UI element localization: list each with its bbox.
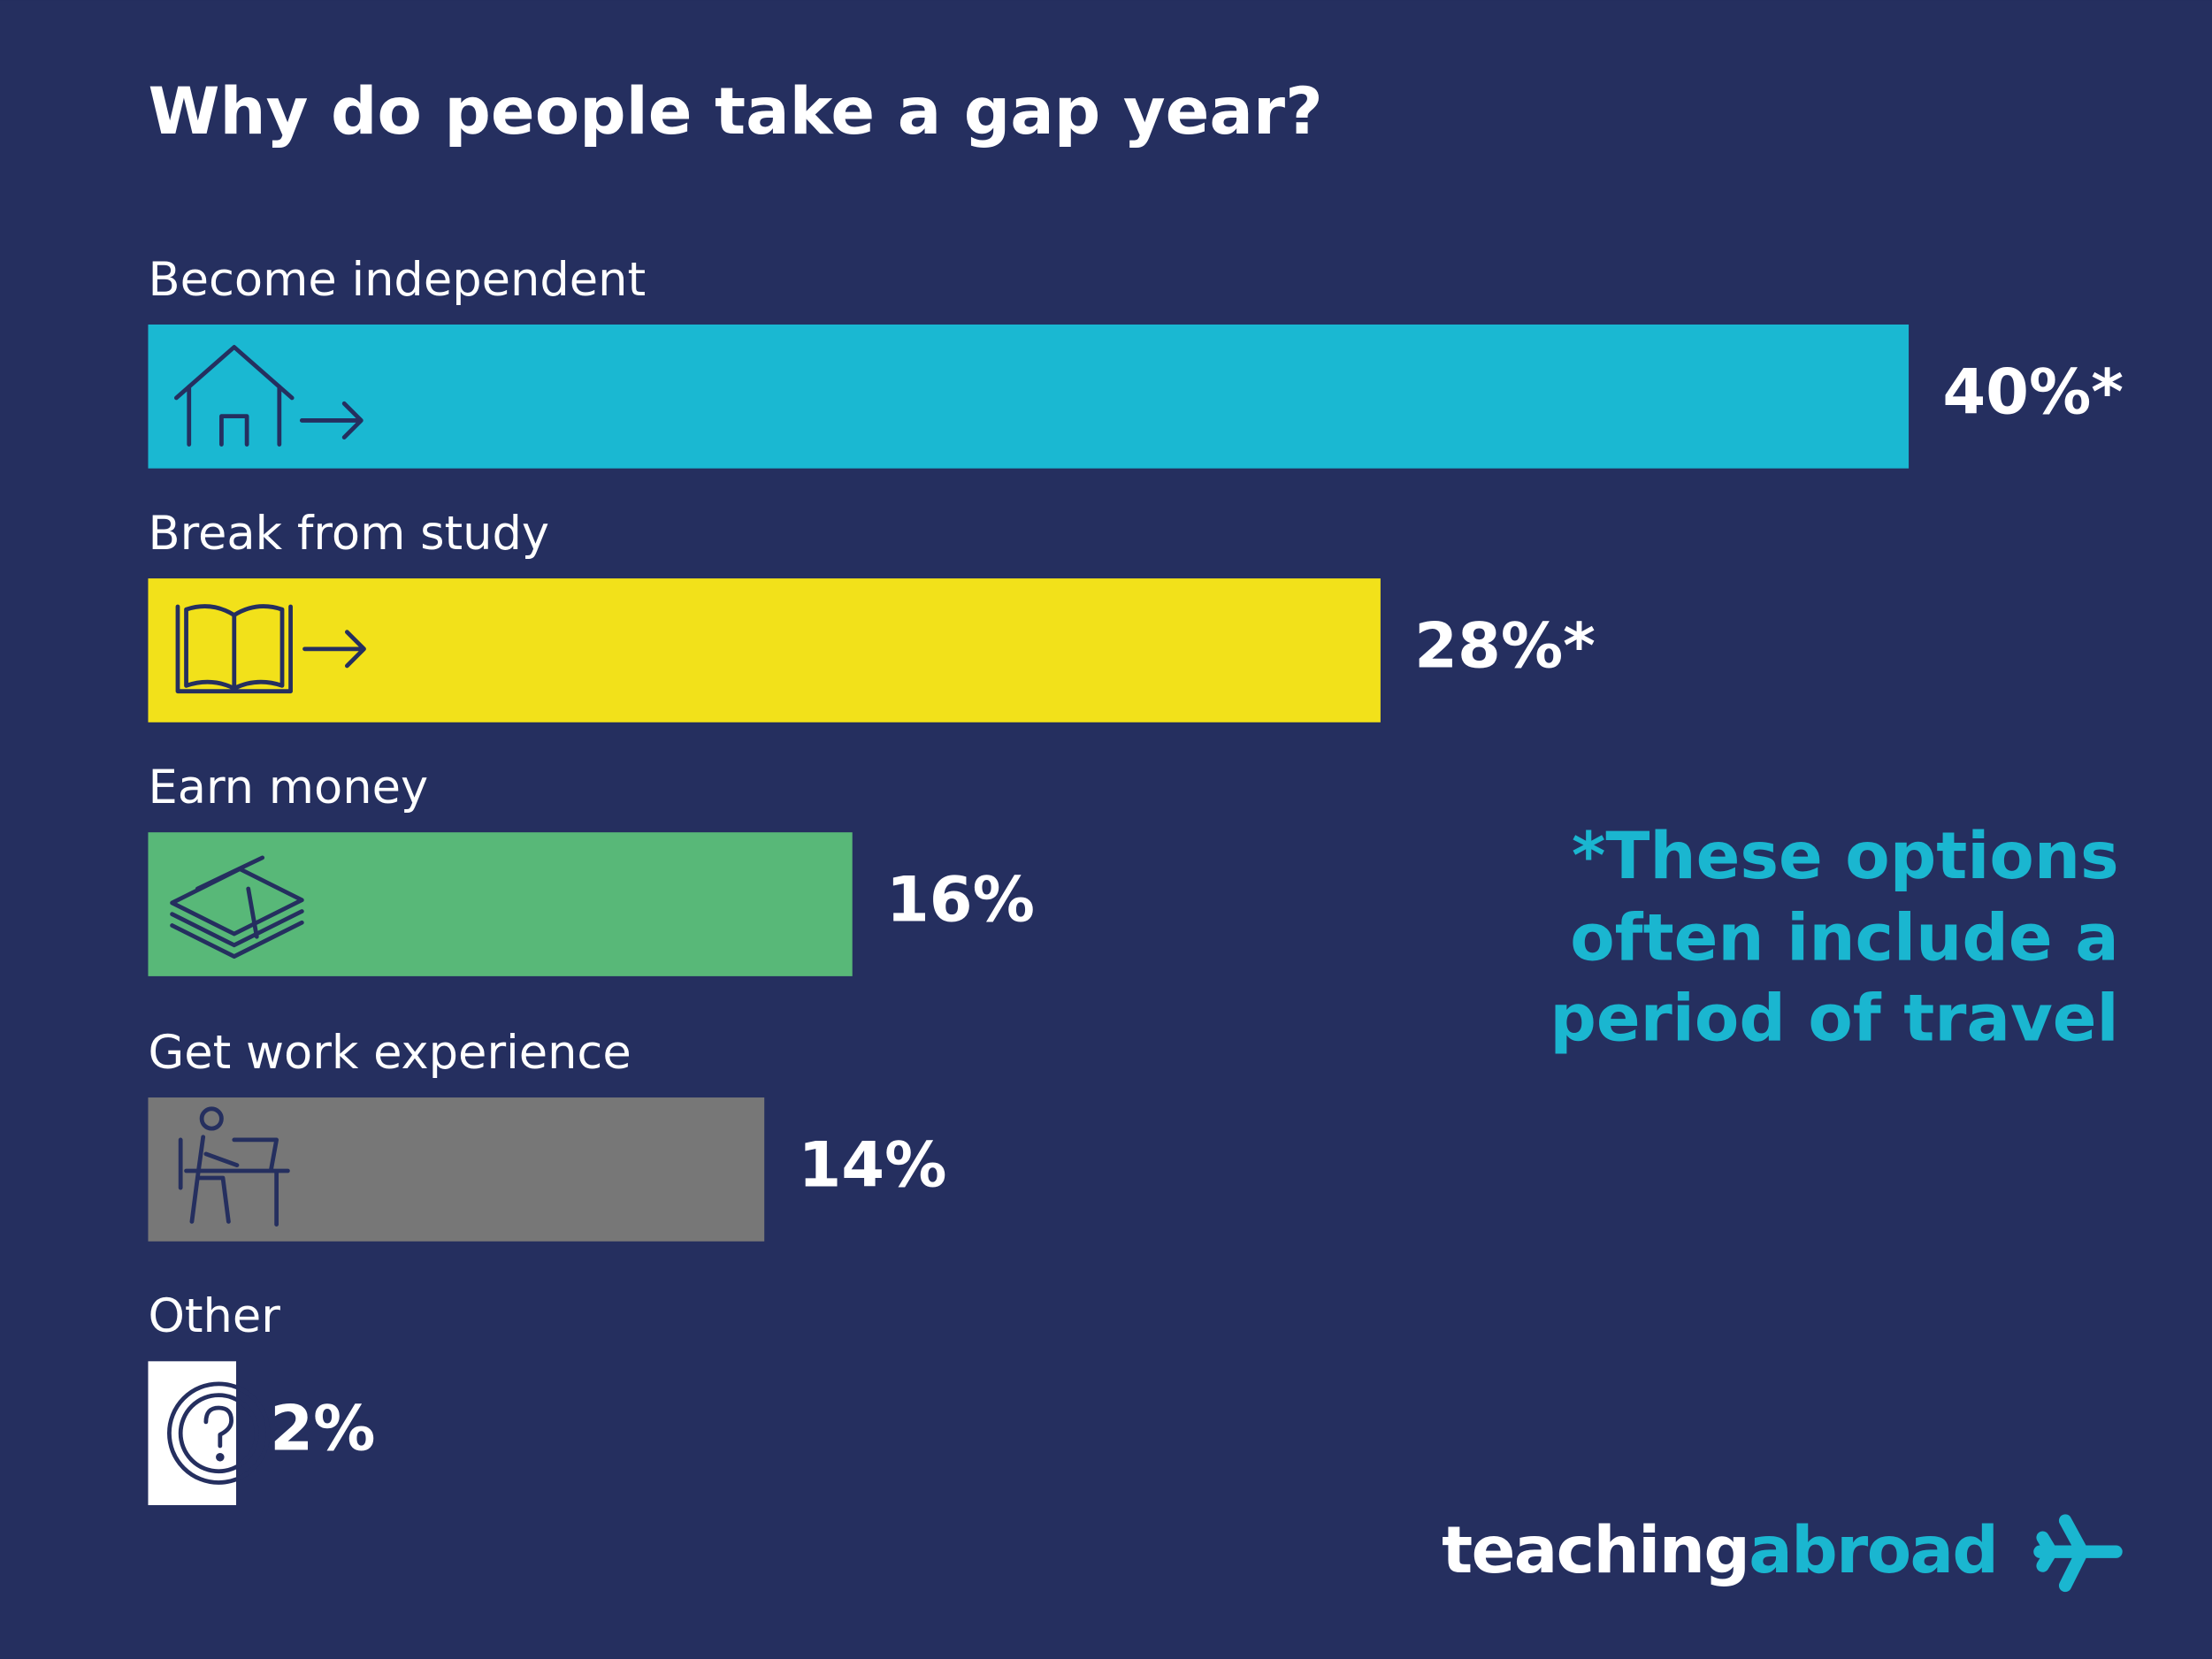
value-label: 2% [270,1393,375,1465]
category-label: Other [148,1289,280,1343]
annotation-line: *These options [1572,819,2119,894]
value-label: 14% [798,1128,946,1201]
value-label: 28%* [1414,609,1596,682]
logo-plane [2033,1514,2123,1593]
bar [148,324,1910,469]
icons [167,345,366,1485]
logo-part: teaching [1442,1513,1749,1588]
worker-icon [178,1106,290,1227]
annotation-line: often include a [1570,901,2118,976]
logo: teachingabroad [1442,1513,1997,1588]
bar [148,832,853,976]
annotation-line: period of travel [1550,982,2118,1057]
logo-part: abroad [1749,1513,1997,1588]
chart-title: Why do people take a gap year? [148,74,1322,149]
value-label: 16% [886,864,1035,937]
money-icon [170,855,304,959]
category-label: Earn money [148,761,428,814]
category-label: Get work experience [148,1026,631,1080]
bars: Become independent 40%* Break from study 28… [148,253,2124,1506]
question-icon [167,1381,271,1485]
category-label: Break from study [148,507,549,561]
value-label: 40%* [1942,356,2124,428]
category-label: Become independent [148,253,646,307]
house-icon [173,345,364,447]
book-icon [175,604,366,694]
